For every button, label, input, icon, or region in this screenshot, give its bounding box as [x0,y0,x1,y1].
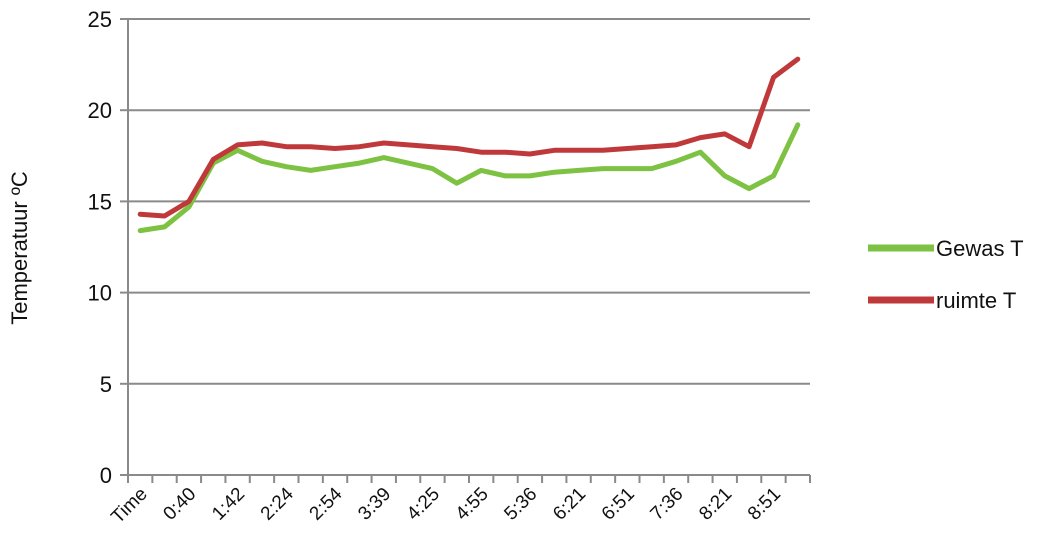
x-tick-label: 6:21 [549,484,590,525]
y-tick-label: 0 [100,463,112,488]
x-tick-label: 8:21 [695,484,736,525]
y-tick-label: 10 [88,281,112,306]
legend: Gewas T ruimte T [868,236,1024,313]
y-tick-label: 15 [88,189,112,214]
x-tick-label: 2:24 [257,483,298,524]
x-tick-label: Time [107,484,151,528]
x-tick-labels: Time 0:40 1:42 2:24 2:54 3:39 4:25 4:55 5:36 6:21… [107,483,785,528]
x-tick-label: 6:51 [598,484,639,525]
series-line-ruimte-t [137,56,801,219]
y-tick-label: 25 [88,7,112,32]
x-tick-label: 1:42 [208,484,249,525]
x-tick-label: 2:54 [306,483,347,524]
x-tick-label: 4:55 [452,484,493,525]
y-tick-label: 20 [88,98,112,123]
y-axis-label: Temperatuur ºC [7,171,32,325]
series-lines [137,56,801,234]
legend-label-ruimte-t: ruimte T [936,288,1016,313]
x-tick-label: 0:40 [159,484,200,525]
series-line-gewas-t [137,122,801,234]
x-tick-label: 7:36 [647,484,688,525]
gridlines [128,18,810,385]
y-tick-label: 5 [100,372,112,397]
x-tick-label: 3:39 [354,484,395,525]
x-tick-label: 5:36 [500,484,541,525]
y-tick-labels: 0 5 10 15 20 25 [88,7,112,488]
x-tick-label: 8:51 [744,484,785,525]
legend-label-gewas-t: Gewas T [936,236,1024,261]
x-tick-label: 4:25 [403,484,444,525]
axes [120,18,811,483]
